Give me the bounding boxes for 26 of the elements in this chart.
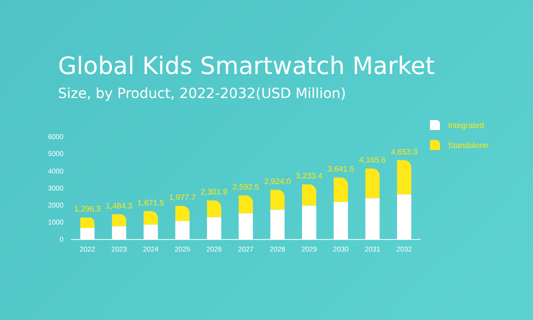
bar	[206, 200, 222, 218]
total-label: 2,924.0	[264, 176, 292, 186]
bar	[302, 184, 316, 206]
bar	[270, 190, 285, 210]
bar	[175, 206, 190, 221]
total-label: 2,301.9	[200, 188, 228, 197]
total-label: 4,653.3	[390, 147, 418, 156]
chart-title: Global Kids Smartwatch Market	[58, 52, 435, 80]
bar	[144, 211, 158, 225]
bar	[365, 168, 380, 198]
legend-label: Standalone	[448, 140, 488, 150]
legend-label: Integrated	[448, 120, 484, 130]
total-label: 1,977.7	[169, 193, 196, 202]
bar	[334, 177, 348, 202]
bar	[112, 214, 126, 226]
total-label: 1,671.5	[137, 198, 165, 208]
total-label: 1,484.3	[106, 201, 133, 210]
total-label: 4,165.6	[359, 156, 386, 165]
chart-subtitle: Size, by Product, 2022-2032(USD Million)	[58, 86, 346, 102]
total-label: 3,233.4	[296, 172, 324, 181]
total-label: 2,592.5	[232, 182, 260, 192]
bar	[397, 160, 412, 194]
total-label: 3,641.5	[327, 164, 355, 174]
total-label: 1,296.3	[74, 204, 102, 214]
bar	[238, 195, 253, 214]
bar	[80, 217, 95, 228]
